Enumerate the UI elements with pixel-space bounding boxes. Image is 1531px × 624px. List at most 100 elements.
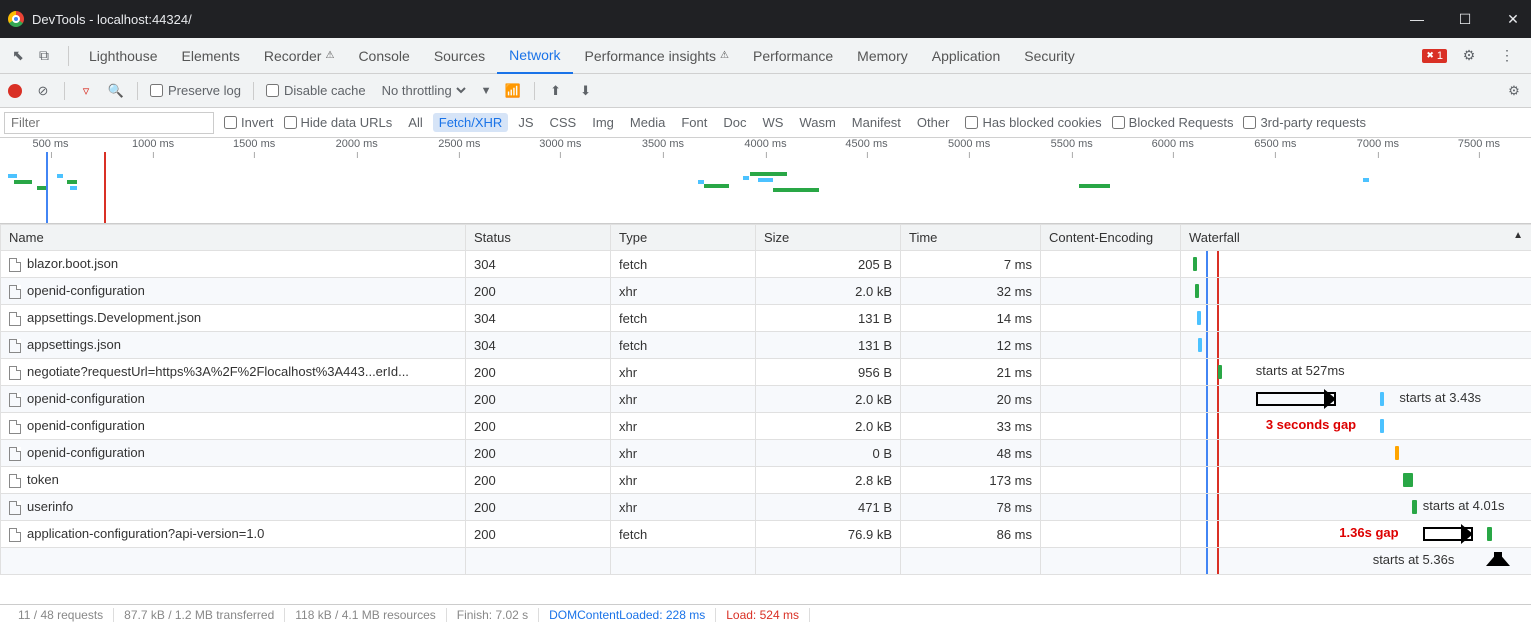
tab-performance[interactable]: Performance: [741, 38, 845, 74]
tab-lighthouse[interactable]: Lighthouse: [77, 38, 170, 74]
request-name: appsettings.json: [27, 337, 121, 352]
chrome-icon: [8, 11, 24, 27]
disable-cache-checkbox[interactable]: Disable cache: [266, 83, 366, 98]
column-header-contentencoding[interactable]: Content-Encoding: [1041, 225, 1181, 251]
window-titlebar: DevTools - localhost:44324/ — ☐ ✕: [0, 0, 1531, 38]
file-icon: [9, 528, 21, 542]
maximize-button[interactable]: ☐: [1455, 11, 1475, 28]
tab-recorder[interactable]: Recorder⚠: [252, 38, 347, 74]
table-row[interactable]: openid-configuration200xhr2.0 kB33 ms3 s…: [1, 413, 1531, 440]
ruler-tick: 5000 ms: [948, 138, 990, 150]
blocked-cookies-checkbox[interactable]: Has blocked cookies: [965, 115, 1101, 130]
clear-icon[interactable]: ⊘: [34, 83, 52, 99]
column-header-size[interactable]: Size: [756, 225, 901, 251]
file-icon: [9, 474, 21, 488]
ruler-tick: 4000 ms: [744, 138, 786, 150]
type-filter-manifest[interactable]: Manifest: [846, 113, 907, 132]
minimize-button[interactable]: —: [1407, 11, 1427, 28]
column-header-type[interactable]: Type: [611, 225, 756, 251]
type-filter-all[interactable]: All: [402, 113, 428, 132]
record-button[interactable]: [8, 84, 22, 98]
file-icon: [9, 393, 21, 407]
table-row[interactable]: openid-configuration200xhr0 B48 ms: [1, 440, 1531, 467]
close-button[interactable]: ✕: [1503, 11, 1523, 28]
panel-tabs: ⬉ ⧉ LighthouseElementsRecorder⚠ConsoleSo…: [0, 38, 1531, 74]
status-transferred: 87.7 kB / 1.2 MB transferred: [114, 608, 285, 622]
file-icon: [9, 285, 21, 299]
type-filter-ws[interactable]: WS: [756, 113, 789, 132]
settings-gear-icon[interactable]: ⚙: [1459, 47, 1479, 64]
table-row[interactable]: negotiate?requestUrl=https%3A%2F%2Flocal…: [1, 359, 1531, 386]
tab-console[interactable]: Console: [346, 38, 421, 74]
error-badge[interactable]: 1: [1422, 49, 1447, 63]
tab-memory[interactable]: Memory: [845, 38, 920, 74]
table-row[interactable]: appsettings.json304fetch131 B12 ms: [1, 332, 1531, 359]
request-name: application-configuration?api-version=1.…: [27, 526, 264, 541]
status-requests: 11 / 48 requests: [8, 608, 114, 622]
requests-table: NameStatusTypeSizeTimeContent-EncodingWa…: [0, 224, 1531, 604]
window-title: DevTools - localhost:44324/: [32, 12, 192, 27]
inspect-icon[interactable]: ⬉: [8, 47, 28, 64]
preserve-log-checkbox[interactable]: Preserve log: [150, 83, 241, 98]
column-header-name[interactable]: Name: [1, 225, 466, 251]
table-row[interactable]: token200xhr2.8 kB173 ms: [1, 467, 1531, 494]
search-icon[interactable]: 🔍: [107, 83, 125, 99]
filter-bar: Invert Hide data URLs All Fetch/XHRJS CSSI…: [0, 108, 1531, 138]
status-load: Load: 524 ms: [716, 608, 810, 622]
file-icon: [9, 420, 21, 434]
file-icon: [9, 501, 21, 515]
hide-data-urls-checkbox[interactable]: Hide data URLs: [284, 115, 393, 130]
type-filter-font[interactable]: Font: [675, 113, 713, 132]
tab-sources[interactable]: Sources: [422, 38, 497, 74]
blocked-requests-checkbox[interactable]: Blocked Requests: [1112, 115, 1234, 130]
filter-input[interactable]: [4, 112, 214, 134]
file-icon: [9, 447, 21, 461]
type-filter-js[interactable]: JS: [512, 113, 539, 132]
table-row[interactable]: openid-configuration200xhr2.0 kB20 mssta…: [1, 386, 1531, 413]
table-row[interactable]: userinfo200xhr471 B78 msstarts at 4.01s: [1, 494, 1531, 521]
tab-network[interactable]: Network: [497, 38, 572, 74]
divider: [68, 46, 69, 66]
network-toolbar: ⊘ ▿ 🔍 Preserve log Disable cache No thro…: [0, 74, 1531, 108]
filter-icon[interactable]: ▿: [77, 83, 95, 99]
request-name: token: [27, 472, 59, 487]
network-conditions-icon[interactable]: 📶: [504, 83, 522, 99]
ruler-tick: 4500 ms: [845, 138, 887, 150]
table-row[interactable]: application-configuration?api-version=1.…: [1, 521, 1531, 548]
device-toggle-icon[interactable]: ⧉: [34, 47, 54, 64]
type-filter-img[interactable]: Img: [586, 113, 620, 132]
throttling-select[interactable]: No throttling: [378, 82, 469, 99]
column-header-waterfall[interactable]: Waterfall▲: [1181, 225, 1531, 251]
status-bar: 11 / 48 requests 87.7 kB / 1.2 MB transf…: [0, 604, 1531, 624]
column-header-status[interactable]: Status: [466, 225, 611, 251]
type-filter-media[interactable]: Media: [624, 113, 671, 132]
type-filter-fetchxhr[interactable]: Fetch/XHR: [433, 113, 509, 132]
tab-performance-insights[interactable]: Performance insights⚠: [573, 38, 741, 74]
type-filter-wasm[interactable]: Wasm: [793, 113, 841, 132]
tab-application[interactable]: Application: [920, 38, 1013, 74]
type-filter-doc[interactable]: Doc: [717, 113, 752, 132]
file-icon: [9, 312, 21, 326]
ruler-tick: 3000 ms: [539, 138, 581, 150]
tab-security[interactable]: Security: [1012, 38, 1087, 74]
table-row[interactable]: appsettings.Development.json304fetch131 …: [1, 305, 1531, 332]
export-icon[interactable]: ⬇: [577, 83, 595, 99]
request-name: openid-configuration: [27, 391, 145, 406]
ruler-tick: 1500 ms: [233, 138, 275, 150]
table-row[interactable]: blazor.boot.json304fetch205 B7 ms: [1, 251, 1531, 278]
type-filter-other[interactable]: Other: [911, 113, 956, 132]
more-icon[interactable]: ⋮: [1497, 47, 1517, 64]
table-row[interactable]: openid-configuration200xhr2.0 kB32 ms: [1, 278, 1531, 305]
status-resources: 118 kB / 4.1 MB resources: [285, 608, 447, 622]
timeline-overview[interactable]: 500 ms1000 ms1500 ms2000 ms2500 ms3000 m…: [0, 138, 1531, 224]
import-icon[interactable]: ⬆: [547, 83, 565, 99]
ruler-tick: 2500 ms: [438, 138, 480, 150]
tab-elements[interactable]: Elements: [170, 38, 252, 74]
request-name: openid-configuration: [27, 418, 145, 433]
third-party-checkbox[interactable]: 3rd-party requests: [1243, 115, 1366, 130]
file-icon: [9, 258, 21, 272]
type-filter-css[interactable]: CSS: [544, 113, 583, 132]
column-header-time[interactable]: Time: [901, 225, 1041, 251]
settings-icon[interactable]: ⚙: [1505, 83, 1523, 99]
invert-checkbox[interactable]: Invert: [224, 115, 274, 130]
